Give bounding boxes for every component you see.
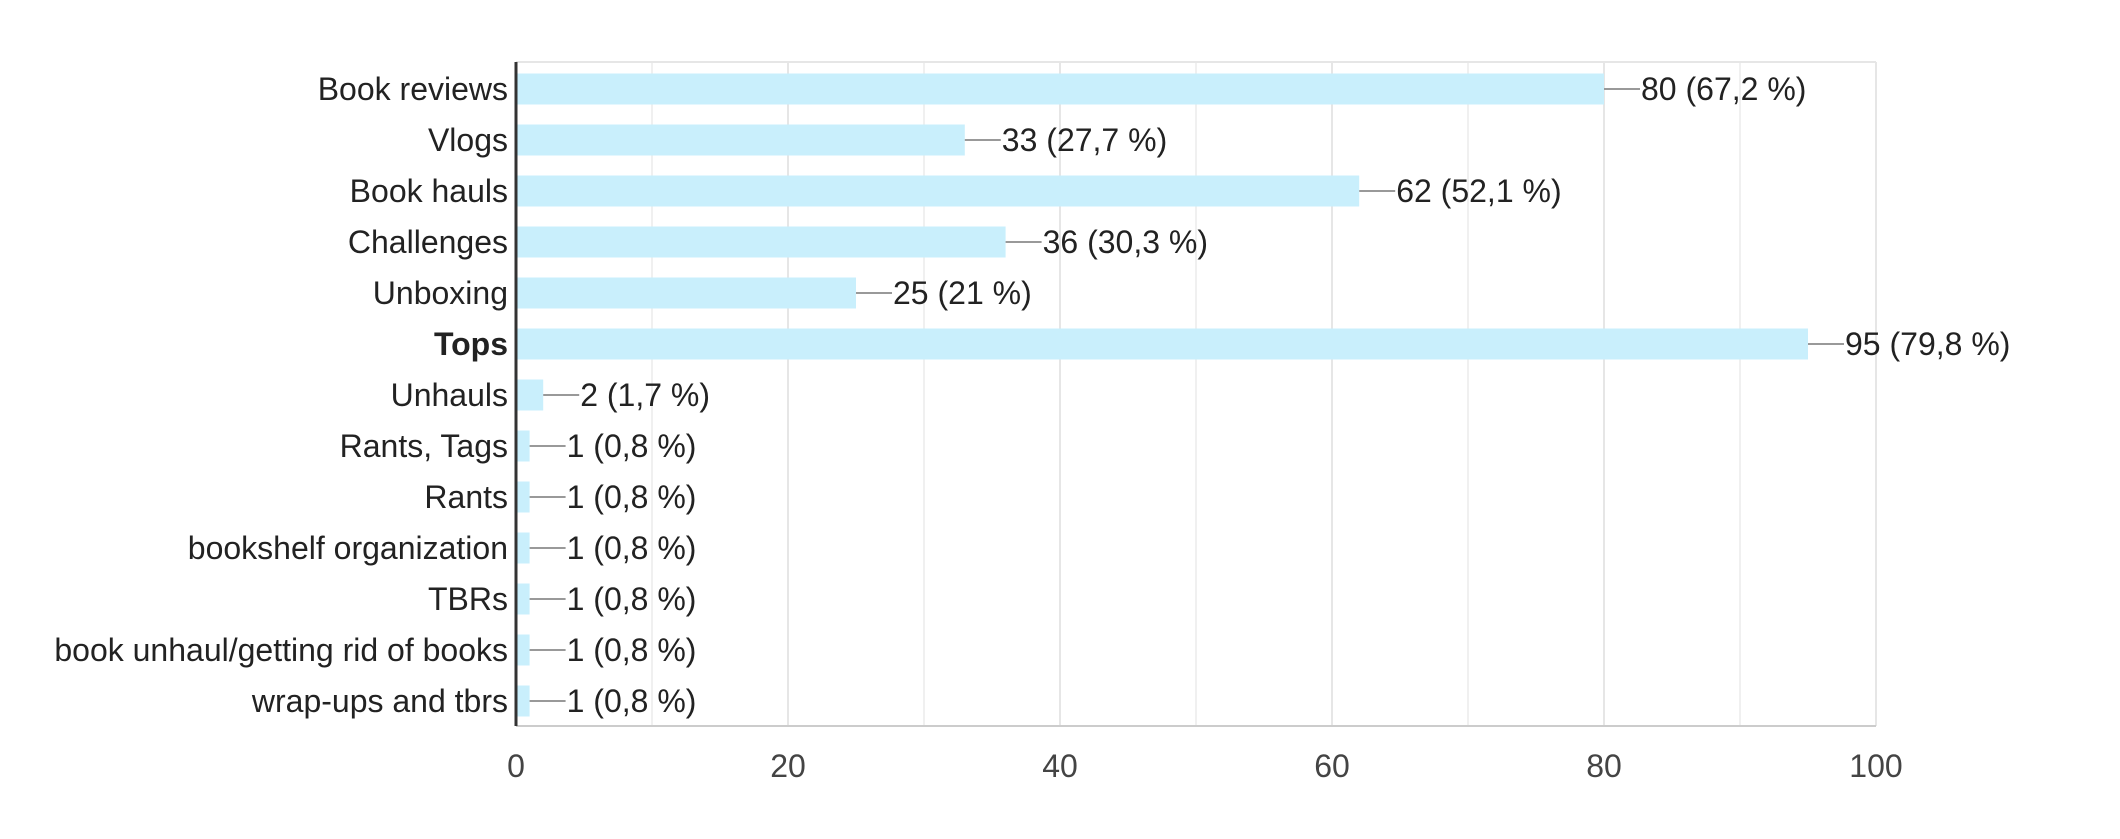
category-label: Challenges [348, 224, 508, 260]
bar-12 [516, 634, 530, 666]
x-tick-label: 80 [1586, 748, 1622, 784]
bar-13 [516, 685, 530, 717]
x-tick-label: 100 [1849, 748, 1902, 784]
bar-5 [516, 277, 856, 309]
x-tick-label: 20 [770, 748, 806, 784]
grid-layer [516, 61, 1877, 727]
category-label: Unhauls [391, 377, 508, 413]
bar-9 [516, 481, 530, 513]
bar-2 [516, 124, 965, 156]
bar-11 [516, 583, 530, 615]
data-label: 1 (0,8 %) [567, 428, 697, 464]
data-label: 1 (0,8 %) [567, 479, 697, 515]
data-label: 25 (21 %) [893, 275, 1032, 311]
bar-6 [516, 328, 1808, 360]
data-label: 33 (27,7 %) [1002, 122, 1167, 158]
category-label: Unboxing [373, 275, 508, 311]
bar-layer [516, 73, 1844, 717]
data-label: 95 (79,8 %) [1845, 326, 2010, 362]
data-label: 1 (0,8 %) [567, 530, 697, 566]
category-label: Book reviews [318, 71, 508, 107]
category-label: Rants [424, 479, 508, 515]
bar-3 [516, 175, 1360, 207]
bar-1 [516, 73, 1604, 105]
data-label: 2 (1,7 %) [580, 377, 710, 413]
data-label: 1 (0,8 %) [567, 632, 697, 668]
category-label: wrap-ups and tbrs [251, 683, 508, 719]
bar-10 [516, 532, 530, 564]
data-label: 62 (52,1 %) [1396, 173, 1561, 209]
x-tick-label: 60 [1314, 748, 1350, 784]
category-label: TBRs [428, 581, 508, 617]
data-label: 1 (0,8 %) [567, 581, 697, 617]
x-tick-label: 40 [1042, 748, 1078, 784]
data-label: 80 (67,2 %) [1641, 71, 1806, 107]
category-label: bookshelf organization [188, 530, 508, 566]
category-label: Tops [434, 326, 508, 362]
bar-8 [516, 430, 530, 462]
x-tick-label: 0 [507, 748, 525, 784]
bar-4 [516, 226, 1006, 258]
data-label: 36 (30,3 %) [1043, 224, 1208, 260]
category-label: Vlogs [428, 122, 508, 158]
data-label: 1 (0,8 %) [567, 683, 697, 719]
category-label: Book hauls [350, 173, 508, 209]
label-layer: 80 (67,2 %) Book reviews 33 (27,7 %) Vlogs 6… [54, 71, 2010, 784]
category-label: book unhaul/getting rid of books [54, 632, 508, 668]
bar-7 [516, 379, 544, 411]
category-label: Rants, Tags [340, 428, 508, 464]
